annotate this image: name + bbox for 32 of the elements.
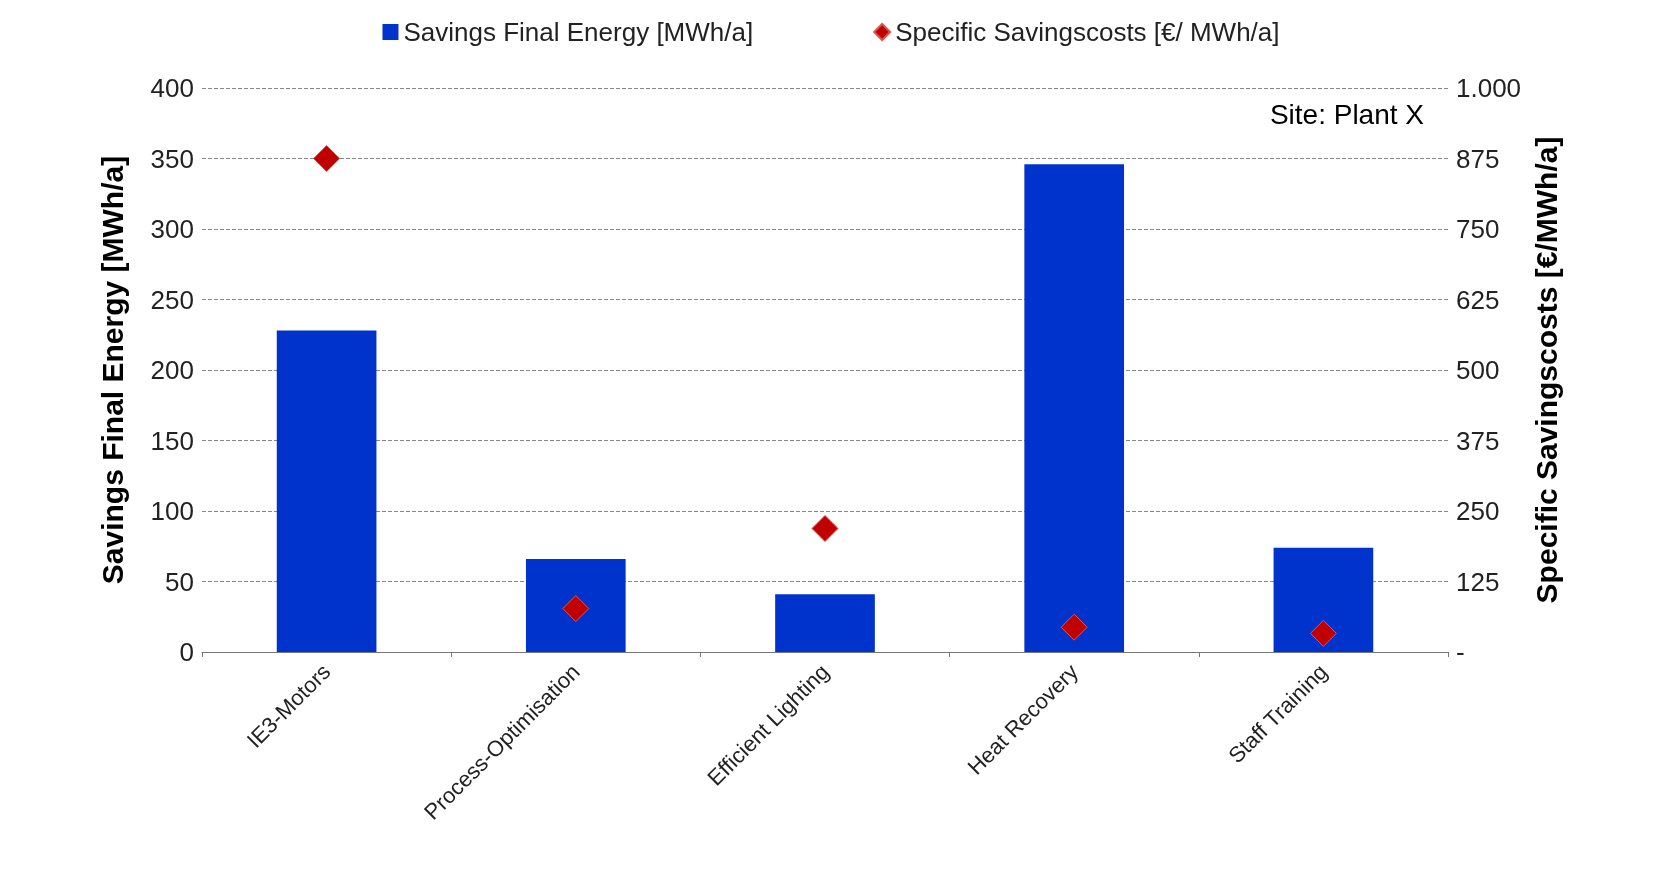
y-tick-label: 250 [150, 284, 194, 315]
y-axis-title: Savings Final Energy [MWh/a] [95, 155, 129, 585]
y-tick-label: 0 [179, 637, 194, 667]
bar [775, 594, 875, 652]
annotation: Site: Plant X [1269, 98, 1425, 130]
bar [1273, 547, 1374, 652]
y-tick-label: 50 [165, 566, 194, 597]
y2-tick-label: 250 [1456, 496, 1500, 526]
y-tick-label: 300 [150, 214, 194, 244]
legend-label: Specific Savingscosts [€/ MWh/a] [895, 17, 1280, 47]
y2-tick-label: 875 [1456, 143, 1500, 174]
y2-tick-label: 375 [1456, 425, 1500, 456]
bar [276, 330, 377, 652]
y-tick-label: 100 [150, 496, 194, 526]
y2-tick-label: 500 [1456, 355, 1500, 385]
y2-tick-label: 125 [1456, 566, 1500, 597]
bar [525, 558, 626, 652]
point [313, 145, 341, 172]
y-tick-label: 400 [150, 73, 194, 103]
y2-tick-label: 1.000 [1456, 73, 1522, 103]
y2-tick-label: - [1456, 637, 1465, 667]
bar [1024, 164, 1125, 652]
legend-label: Savings Final Energy [MWh/a] [403, 17, 754, 47]
point [1060, 613, 1088, 641]
point [1309, 619, 1337, 647]
y2-tick-label: 625 [1456, 284, 1500, 315]
y-tick-label: 350 [150, 143, 194, 174]
point [811, 514, 839, 542]
y-tick-label: 150 [150, 425, 194, 456]
y2-axis-title: Specific Savingscosts [€/MWh/a] [1530, 136, 1564, 604]
y2-tick-label: 750 [1456, 214, 1500, 244]
y-tick-label: 200 [150, 355, 194, 385]
